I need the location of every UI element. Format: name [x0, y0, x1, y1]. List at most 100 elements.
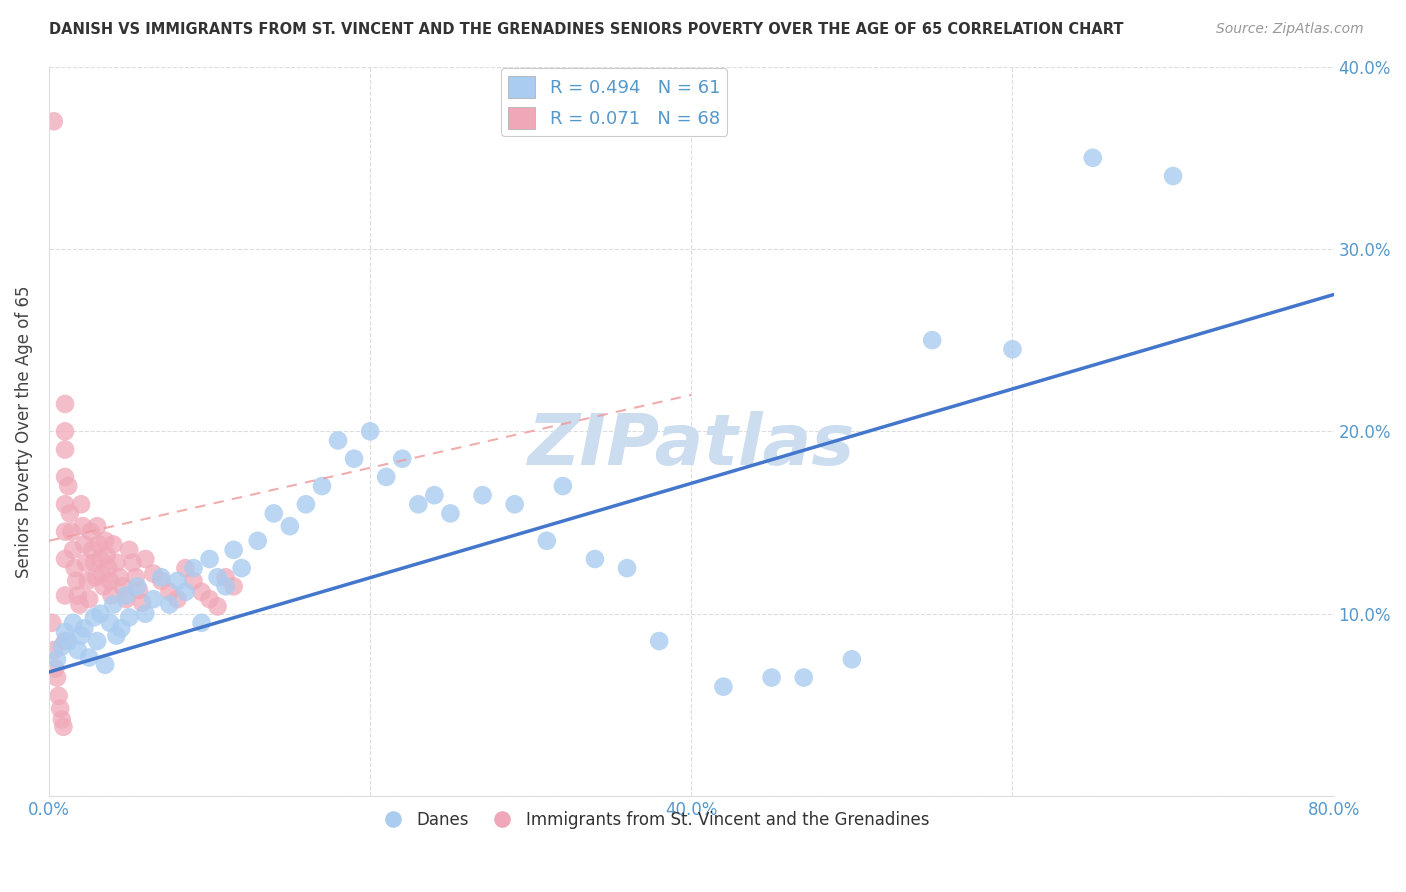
Text: Source: ZipAtlas.com: Source: ZipAtlas.com — [1216, 22, 1364, 37]
Point — [93, 579, 115, 593]
Point — [75, 556, 97, 570]
Point — [214, 579, 236, 593]
Point — [423, 488, 446, 502]
Point — [761, 671, 783, 685]
Point — [52, 720, 75, 734]
Point — [127, 579, 149, 593]
Point — [295, 497, 318, 511]
Point — [96, 549, 118, 563]
Point — [62, 615, 84, 630]
Point — [222, 579, 245, 593]
Point — [198, 552, 221, 566]
Point — [62, 542, 84, 557]
Point — [69, 598, 91, 612]
Point — [105, 556, 128, 570]
Point — [207, 570, 229, 584]
Point — [118, 610, 141, 624]
Point — [53, 524, 76, 539]
Y-axis label: Seniors Poverty Over the Age of 65: Seniors Poverty Over the Age of 65 — [15, 285, 32, 578]
Point — [73, 621, 96, 635]
Point — [89, 607, 111, 621]
Point — [73, 537, 96, 551]
Point — [60, 524, 83, 539]
Point — [408, 497, 430, 511]
Point — [128, 582, 150, 597]
Point — [76, 574, 98, 588]
Point — [53, 497, 76, 511]
Point — [174, 561, 197, 575]
Point — [42, 643, 65, 657]
Point — [142, 592, 165, 607]
Point — [53, 442, 76, 457]
Point — [44, 661, 66, 675]
Point — [51, 640, 73, 654]
Point — [391, 451, 413, 466]
Point — [150, 570, 173, 584]
Point — [51, 713, 73, 727]
Point — [551, 479, 574, 493]
Point — [94, 657, 117, 672]
Point — [246, 533, 269, 548]
Point — [439, 507, 461, 521]
Point — [53, 425, 76, 439]
Point — [166, 574, 188, 588]
Point — [58, 479, 80, 493]
Point — [89, 552, 111, 566]
Point — [359, 425, 381, 439]
Point — [87, 537, 110, 551]
Point — [134, 607, 156, 621]
Point — [183, 561, 205, 575]
Point — [53, 624, 76, 639]
Point — [115, 592, 138, 607]
Point — [48, 689, 70, 703]
Point — [713, 680, 735, 694]
Point — [86, 519, 108, 533]
Point — [263, 507, 285, 521]
Point — [46, 671, 69, 685]
Point — [94, 533, 117, 548]
Legend: Danes, Immigrants from St. Vincent and the Grenadines: Danes, Immigrants from St. Vincent and t… — [370, 804, 936, 835]
Point — [793, 671, 815, 685]
Point — [166, 592, 188, 607]
Point — [190, 584, 212, 599]
Point — [343, 451, 366, 466]
Point — [98, 615, 121, 630]
Point — [105, 629, 128, 643]
Point — [49, 701, 72, 715]
Point — [46, 652, 69, 666]
Point — [921, 333, 943, 347]
Point — [1161, 169, 1184, 183]
Point — [98, 574, 121, 588]
Point — [1081, 151, 1104, 165]
Point — [648, 634, 671, 648]
Point — [134, 552, 156, 566]
Point — [142, 566, 165, 581]
Point — [58, 634, 80, 648]
Point — [53, 470, 76, 484]
Point — [157, 584, 180, 599]
Point — [131, 596, 153, 610]
Text: DANISH VS IMMIGRANTS FROM ST. VINCENT AND THE GRENADINES SENIORS POVERTY OVER TH: DANISH VS IMMIGRANTS FROM ST. VINCENT AN… — [49, 22, 1123, 37]
Point — [583, 552, 606, 566]
Point — [471, 488, 494, 502]
Point — [503, 497, 526, 511]
Point — [103, 537, 125, 551]
Point — [82, 542, 104, 557]
Point — [83, 610, 105, 624]
Point — [841, 652, 863, 666]
Point — [77, 592, 100, 607]
Point — [97, 561, 120, 575]
Point — [616, 561, 638, 575]
Point — [59, 507, 82, 521]
Point — [100, 589, 122, 603]
Point — [66, 589, 89, 603]
Point — [66, 643, 89, 657]
Point — [174, 584, 197, 599]
Point — [86, 634, 108, 648]
Point — [1001, 343, 1024, 357]
Point — [41, 615, 63, 630]
Text: ZIPatlas: ZIPatlas — [527, 411, 855, 481]
Point — [118, 542, 141, 557]
Point — [53, 552, 76, 566]
Point — [91, 566, 114, 581]
